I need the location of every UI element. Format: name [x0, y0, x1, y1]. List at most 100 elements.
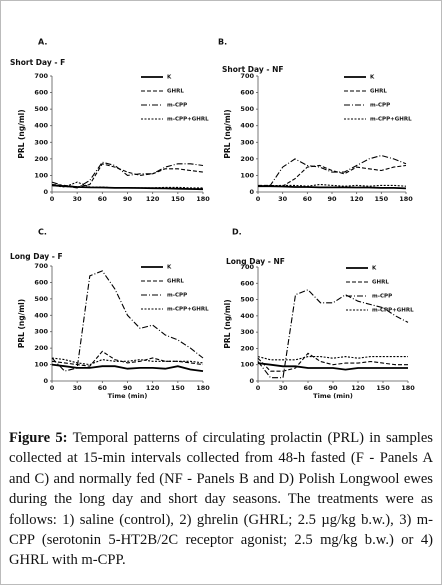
y-tick-label: 300	[240, 138, 254, 146]
y-tick-label: 0	[249, 188, 254, 196]
x-tick-label: 0	[256, 384, 261, 392]
panel-subtitle: Long Day - NF	[226, 257, 285, 266]
legend-label: K	[167, 75, 172, 81]
legend-label: K	[372, 266, 377, 272]
legend-label: GHRL	[167, 279, 184, 285]
x-tick-label: 180	[401, 384, 415, 392]
y-tick-label: 400	[34, 311, 48, 319]
x-axis-label: Time (min)	[108, 392, 148, 400]
y-tick-label: 200	[240, 155, 254, 163]
x-tick-label: 120	[350, 195, 364, 203]
series-line	[258, 185, 407, 190]
y-axis-label: PRL (ng/ml)	[17, 299, 26, 348]
x-tick-label: 180	[196, 195, 210, 203]
series-line	[257, 356, 408, 361]
caption: Figure 5: Temporal patterns of circulati…	[9, 428, 433, 571]
series-line	[257, 362, 408, 371]
y-tick-label: 500	[34, 105, 48, 113]
x-tick-label: 120	[351, 384, 365, 392]
x-tick-label: 30	[73, 384, 83, 392]
series-line	[257, 183, 407, 187]
x-tick-label: 90	[123, 384, 133, 392]
x-tick-label: 120	[146, 384, 160, 392]
caption-text: Temporal patterns of circulating prolact…	[9, 430, 433, 569]
panel-label: A.	[38, 38, 47, 47]
panel-label: C.	[38, 228, 47, 237]
x-tick-label: 90	[123, 195, 133, 203]
y-tick-label: 700	[240, 263, 254, 271]
x-tick-label: 0	[50, 195, 55, 203]
y-tick-label: 600	[240, 279, 254, 287]
legend-label: m-CPP+GHRL	[167, 117, 209, 123]
legend-label: K	[370, 75, 375, 81]
y-tick-label: 0	[43, 377, 48, 385]
x-tick-label: 30	[73, 195, 83, 203]
y-axis-label: PRL (ng/ml)	[223, 109, 232, 158]
legend-label: m-CPP	[372, 294, 392, 300]
caption-label: Figure 5:	[9, 430, 68, 446]
series-line	[51, 270, 204, 372]
x-axis-label: Time (min)	[313, 392, 353, 400]
x-tick-label: 90	[327, 195, 337, 203]
y-tick-label: 700	[34, 72, 48, 80]
x-tick-label: 180	[196, 384, 210, 392]
x-tick-label: 120	[146, 195, 160, 203]
series-line	[51, 163, 204, 188]
y-axis-label: PRL (ng/ml)	[223, 299, 232, 348]
y-tick-label: 500	[34, 295, 48, 303]
series-line	[51, 363, 204, 372]
x-tick-label: 150	[171, 195, 185, 203]
legend-label: m-CPP+GHRL	[372, 308, 414, 314]
series-line	[51, 357, 204, 366]
series-line	[51, 350, 204, 367]
y-tick-label: 600	[34, 278, 48, 286]
y-tick-label: 700	[240, 72, 254, 80]
y-tick-label: 300	[34, 328, 48, 336]
y-tick-label: 100	[240, 171, 254, 179]
x-tick-label: 0	[50, 384, 55, 392]
panel-subtitle: Short Day - F	[10, 58, 65, 67]
series-line	[257, 154, 407, 187]
y-tick-label: 100	[34, 171, 48, 179]
x-tick-label: 150	[375, 195, 389, 203]
legend-label: m-CPP+GHRL	[167, 307, 209, 313]
panel-subtitle: Long Day - F	[10, 252, 63, 261]
panel-label: D.	[232, 228, 242, 237]
x-tick-label: 30	[278, 384, 288, 392]
y-tick-label: 400	[34, 122, 48, 130]
y-tick-label: 200	[34, 155, 48, 163]
y-tick-label: 100	[240, 361, 254, 369]
legend-label: m-CPP	[167, 103, 187, 109]
series-line	[51, 181, 203, 189]
series-line	[51, 161, 204, 189]
y-axis-label: PRL (ng/ml)	[17, 109, 26, 158]
y-tick-label: 600	[34, 89, 48, 97]
x-tick-label: 0	[256, 195, 261, 203]
legend-label: m-CPP	[167, 293, 187, 299]
y-tick-label: 0	[249, 377, 254, 385]
legend-label: GHRL	[167, 89, 184, 95]
y-tick-label: 200	[34, 344, 48, 352]
panel-subtitle: Short Day - NF	[222, 65, 283, 74]
legend-label: GHRL	[370, 89, 387, 95]
y-tick-label: 500	[240, 296, 254, 304]
x-tick-label: 180	[399, 195, 413, 203]
x-tick-label: 90	[328, 384, 338, 392]
x-tick-label: 60	[98, 384, 108, 392]
series-line	[257, 352, 408, 372]
y-tick-label: 300	[240, 328, 254, 336]
panel-label: B.	[218, 38, 227, 47]
y-tick-label: 200	[240, 344, 254, 352]
series-line	[258, 164, 407, 187]
x-tick-label: 150	[376, 384, 390, 392]
y-tick-label: 0	[43, 188, 48, 196]
x-tick-label: 150	[171, 384, 185, 392]
x-tick-label: 30	[278, 195, 288, 203]
x-tick-label: 60	[303, 384, 313, 392]
y-tick-label: 700	[34, 262, 48, 270]
y-tick-label: 400	[240, 312, 254, 320]
y-tick-label: 100	[34, 361, 48, 369]
legend-label: GHRL	[372, 280, 389, 286]
